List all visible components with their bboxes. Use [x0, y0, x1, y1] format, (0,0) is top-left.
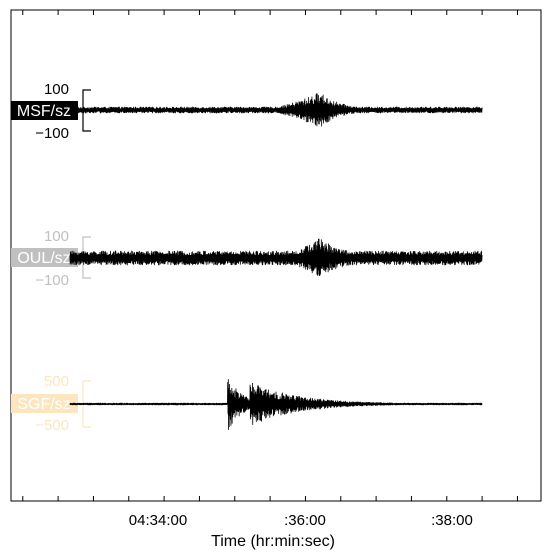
scale-max-label: 500 — [44, 373, 69, 390]
x-axis-title: Time (hr:min:sec) — [211, 533, 335, 550]
bottom-ticks — [22, 496, 518, 501]
x-tick-label: :36:00 — [284, 512, 326, 529]
series-line — [69, 238, 483, 276]
scale-min-label: −100 — [35, 272, 69, 289]
station-label-bg — [11, 101, 78, 120]
station-label: OUL/sz — [17, 250, 70, 267]
trace-sgf: 500 −500 SGF/sz — [11, 373, 483, 434]
station-label: MSF/sz — [17, 103, 71, 120]
station-label-bg — [11, 248, 78, 267]
x-tick-labels: 04:34:00 :36:00 :38:00 — [129, 512, 473, 529]
trace-msf: 100 −100 MSF/sz — [11, 81, 483, 142]
top-ticks — [22, 10, 518, 15]
trace-oul: 100 −100 OUL/sz — [11, 228, 483, 289]
scale-min-label: −100 — [35, 125, 69, 142]
scale-min-label: −500 — [35, 417, 69, 434]
scale-max-label: 100 — [44, 228, 69, 245]
station-label-bg — [11, 394, 78, 413]
x-tick-label: :38:00 — [431, 512, 473, 529]
x-tick-label: 04:34:00 — [129, 512, 187, 529]
station-label: SGF/sz — [17, 396, 70, 413]
series-line — [69, 379, 483, 431]
series-line — [69, 93, 483, 127]
scale-max-label: 100 — [44, 81, 69, 98]
